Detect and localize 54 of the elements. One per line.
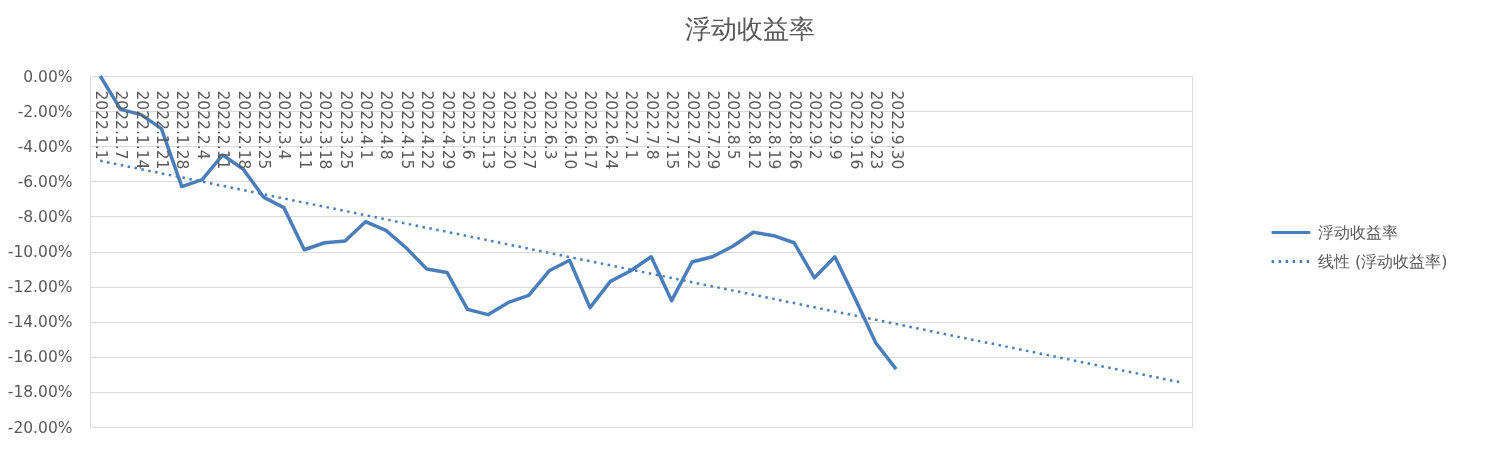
x-tick-label: 2022.5.20 <box>499 90 518 170</box>
x-tick-label: 2022.7.8 <box>642 90 661 160</box>
x-tick-label: 2022.1.14 <box>132 90 151 170</box>
x-tick-label: 2022.1.21 <box>152 90 171 170</box>
x-tick-label: 2022.5.6 <box>459 90 478 160</box>
x-tick-label: 2022.9.23 <box>867 90 886 170</box>
y-tick-label: 0.00% <box>23 67 73 86</box>
y-tick-label: -4.00% <box>17 137 73 156</box>
x-tick-label: 2022.4.29 <box>438 90 457 170</box>
x-tick-label: 2022.3.18 <box>316 90 335 170</box>
x-tick-label: 2022.1.28 <box>173 90 192 170</box>
x-tick-label: 2022.4.8 <box>377 90 396 160</box>
y-tick-label: -8.00% <box>17 207 73 226</box>
x-tick-label: 2022.4.1 <box>357 90 375 160</box>
x-tick-label: 2022.3.11 <box>295 90 314 170</box>
x-tick-label: 2022.8.26 <box>785 90 804 170</box>
x-tick-label: 2022.2.4 <box>193 90 212 160</box>
chart-title: 浮动收益率 <box>685 14 815 44</box>
y-tick-label: -14.00% <box>7 313 73 332</box>
x-tick-label: 2022.7.29 <box>703 90 722 170</box>
x-tick-label: 2022.8.19 <box>765 90 784 170</box>
x-tick-label: 2022.9.2 <box>805 90 824 160</box>
x-tick-label: 2022.8.12 <box>744 90 763 170</box>
x-tick-label: 2022.2.18 <box>234 90 253 170</box>
y-tick-label: -6.00% <box>17 172 73 191</box>
legend-label: 线性 (浮动收益率) <box>1318 251 1448 271</box>
x-tick-label: 2022.5.27 <box>520 90 539 170</box>
x-tick-label: 2022.3.4 <box>275 90 294 160</box>
x-tick-label: 2022.4.22 <box>418 90 437 170</box>
y-tick-label: -12.00% <box>7 278 73 297</box>
x-tick-label: 2022.4.15 <box>397 90 416 170</box>
y-tick-label: -18.00% <box>7 383 73 402</box>
x-tick-label: 2022.1.1 <box>91 90 110 160</box>
y-tick-label: -20.00% <box>7 418 73 437</box>
y-tick-label: -2.00% <box>17 102 73 121</box>
legend-label: 浮动收益率 <box>1318 222 1398 242</box>
x-tick-label: 2022.3.25 <box>336 90 355 170</box>
x-tick-label: 2022.9.30 <box>887 90 906 170</box>
x-tick-label: 2022.6.24 <box>601 90 620 170</box>
x-tick-label: 2022.1.7 <box>112 90 131 160</box>
x-tick-label: 2022.5.13 <box>479 90 498 170</box>
y-tick-label: -10.00% <box>7 243 73 261</box>
x-tick-label: 2022.7.22 <box>683 90 702 170</box>
x-tick-label: 2022.6.17 <box>581 90 600 170</box>
x-tick-label: 2022.8.5 <box>724 90 743 160</box>
x-tick-label: 2022.7.1 <box>622 90 641 160</box>
x-tick-label: 2022.2.25 <box>254 90 273 170</box>
x-tick-label: 2022.7.15 <box>663 90 682 170</box>
x-tick-label: 2022.6.3 <box>540 90 559 160</box>
x-tick-label: 2022.2.11 <box>214 90 233 170</box>
y-tick-label: -16.00% <box>7 348 73 367</box>
x-tick-label: 2022.9.16 <box>846 90 865 170</box>
x-tick-label: 2022.6.10 <box>561 90 580 170</box>
x-tick-label: 2022.9.9 <box>826 90 845 160</box>
